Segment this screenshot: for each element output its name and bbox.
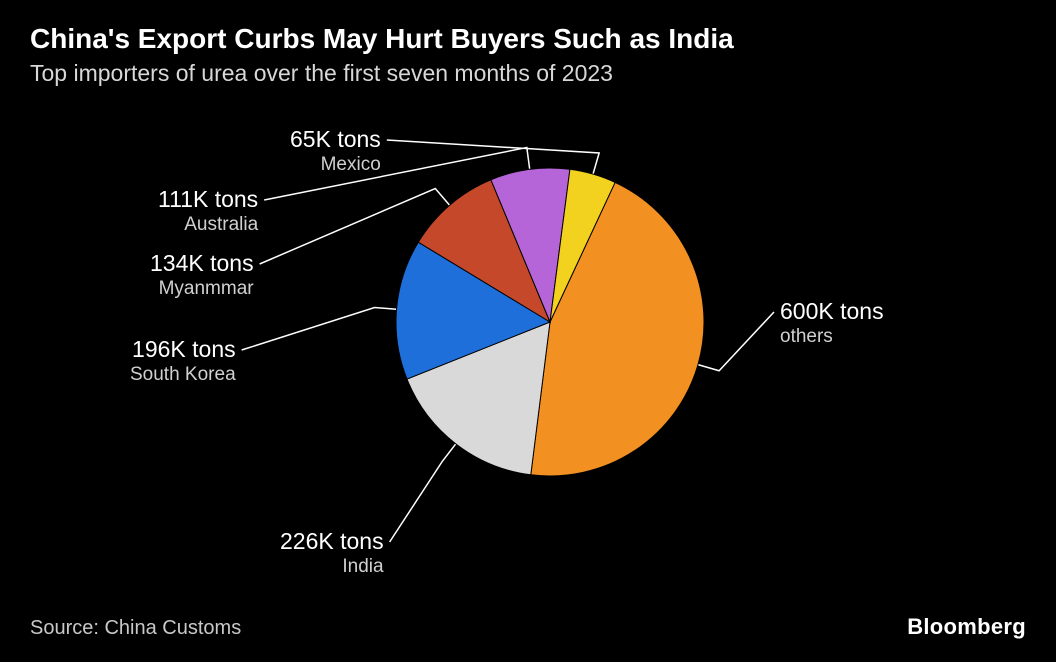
- slice-value: 111K tons: [158, 186, 258, 212]
- leader-line: [242, 307, 397, 350]
- source-text: Source: China Customs: [30, 617, 241, 640]
- slice-label-australia: 111K tonsAustralia: [158, 186, 258, 236]
- slice-name: others: [780, 326, 884, 348]
- slice-value: 134K tons: [150, 250, 254, 276]
- slice-label-india: 226K tonsIndia: [280, 528, 384, 578]
- slice-value: 600K tons: [780, 298, 884, 324]
- chart-title: China's Export Curbs May Hurt Buyers Suc…: [30, 22, 1026, 56]
- slice-label-mexico: 65K tonsMexico: [290, 126, 381, 176]
- slice-name: India: [280, 556, 384, 578]
- slice-label-myanmmar: 134K tonsMyanmmar: [150, 250, 254, 300]
- slice-label-south-korea: 196K tonsSouth Korea: [130, 336, 236, 386]
- chart-area: 600K tonsothers 226K tonsIndia 196K tonsSo…: [0, 90, 1056, 590]
- brand-logo: Bloomberg: [907, 614, 1026, 640]
- slice-value: 226K tons: [280, 528, 384, 554]
- slice-name: Australia: [158, 214, 258, 236]
- slice-value: 65K tons: [290, 126, 381, 152]
- slice-name: Myanmmar: [150, 278, 254, 300]
- chart-subtitle: Top importers of urea over the first sev…: [30, 60, 1026, 87]
- pie-chart: [396, 168, 704, 476]
- slice-label-others: 600K tonsothers: [780, 298, 884, 348]
- slice-name: South Korea: [130, 364, 236, 386]
- slice-value: 196K tons: [130, 336, 236, 362]
- leader-line: [698, 312, 774, 371]
- slice-name: Mexico: [290, 154, 381, 176]
